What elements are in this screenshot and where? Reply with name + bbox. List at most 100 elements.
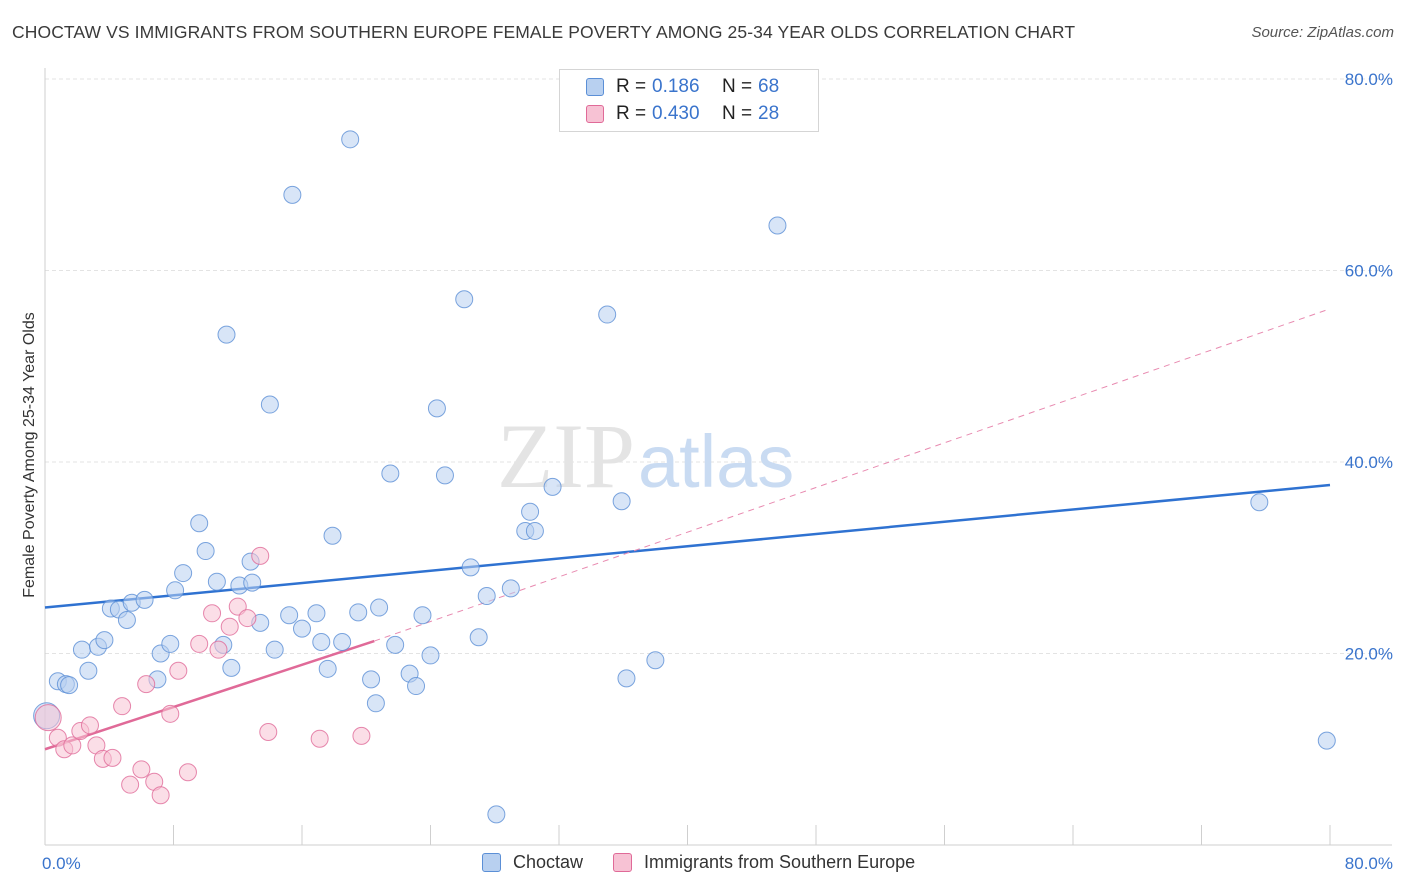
choctaw-point-48 xyxy=(421,646,440,665)
choctaw-point-46 xyxy=(407,677,426,696)
choctaw-swatch xyxy=(586,78,604,96)
immigrants-point-21 xyxy=(220,617,239,636)
immigrants-point-16 xyxy=(169,661,188,680)
choctaw-point-17 xyxy=(174,564,193,583)
immigrants-point-20 xyxy=(209,640,228,659)
x-tick-label-max: 80.0% xyxy=(1345,854,1393,873)
y-tick-label-40: 40.0% xyxy=(1345,453,1393,472)
choctaw-n-value: 68 xyxy=(758,76,780,97)
immigrants-point-10 xyxy=(121,775,140,794)
immigrants-point-3 xyxy=(63,736,82,755)
choctaw-point-65 xyxy=(768,216,787,235)
choctaw-legend-swatch xyxy=(482,853,501,872)
choctaw-point-40 xyxy=(362,670,381,689)
y-tick-label-60: 60.0% xyxy=(1345,262,1393,281)
chart-title: CHOCTAW VS IMMIGRANTS FROM SOUTHERN EURO… xyxy=(12,22,1076,42)
choctaw-point-30 xyxy=(280,606,299,625)
immigrants-legend-swatch xyxy=(613,853,633,872)
watermark: ZIP atlas xyxy=(497,405,794,507)
choctaw-n-label: N = xyxy=(722,76,753,97)
choctaw-point-43 xyxy=(381,464,400,483)
watermark-atlas: atlas xyxy=(638,420,794,503)
choctaw-point-62 xyxy=(612,492,631,511)
choctaw-point-28 xyxy=(260,395,279,414)
source-label: Source: ZipAtlas.com xyxy=(1251,24,1394,41)
immigrants-point-25 xyxy=(259,723,278,742)
choctaw-point-52 xyxy=(461,558,480,577)
choctaw-point-35 xyxy=(318,659,337,678)
choctaw-point-61 xyxy=(598,305,617,324)
y-tick-label-20: 20.0% xyxy=(1345,645,1393,664)
choctaw-point-23 xyxy=(222,658,241,677)
choctaw-point-19 xyxy=(196,542,215,561)
immigrants-points xyxy=(34,546,371,805)
choctaw-point-32 xyxy=(307,604,326,623)
choctaw-point-56 xyxy=(501,579,520,598)
choctaw-point-37 xyxy=(333,633,352,652)
legend-item-choctaw: Choctaw xyxy=(482,852,583,873)
choctaw-point-7 xyxy=(95,631,114,650)
immigrants-point-24 xyxy=(251,546,270,565)
legend-row-immigrants: R = 0.430 N = 28 xyxy=(586,102,779,126)
choctaw-point-67 xyxy=(1317,731,1336,750)
immigrants-point-9 xyxy=(113,697,132,716)
correlation-legend: R = 0.186 N = 68 R = 0.430 N = 28 xyxy=(559,69,819,132)
choctaw-point-47 xyxy=(413,606,432,625)
immigrants-point-19 xyxy=(203,604,222,623)
immigrants-point-15 xyxy=(161,704,180,723)
choctaw-point-20 xyxy=(207,572,226,591)
immigrants-point-11 xyxy=(132,760,151,779)
choctaw-point-49 xyxy=(427,399,446,418)
choctaw-point-41 xyxy=(366,694,385,713)
choctaw-point-38 xyxy=(341,130,360,149)
immigrants-point-22 xyxy=(228,597,247,616)
choctaw-point-3 xyxy=(60,676,79,695)
choctaw-point-51 xyxy=(455,290,474,309)
immigrants-point-18 xyxy=(190,634,209,653)
choctaw-point-15 xyxy=(161,634,180,653)
series-legend: Choctaw Immigrants from Southern Europe xyxy=(482,852,945,873)
immigrants-n-value: 28 xyxy=(758,103,780,124)
choctaw-point-4 xyxy=(72,640,91,659)
choctaw-point-59 xyxy=(525,521,544,540)
choctaw-point-58 xyxy=(521,502,540,521)
immigrants-point-23 xyxy=(238,609,257,628)
choctaw-point-63 xyxy=(617,669,636,688)
choctaw-point-22 xyxy=(217,325,236,344)
x-tick-label-min: 0.0% xyxy=(42,854,81,873)
immigrants-r-value: 0.430 xyxy=(652,103,700,124)
choctaw-legend-label: Choctaw xyxy=(513,852,584,872)
choctaw-point-66 xyxy=(1250,493,1269,512)
choctaw-point-10 xyxy=(117,610,136,629)
axes xyxy=(44,68,1392,846)
choctaw-point-44 xyxy=(386,635,405,654)
choctaw-point-5 xyxy=(79,661,98,680)
immigrants-point-8 xyxy=(103,748,122,767)
y-tick-label-80: 80.0% xyxy=(1345,70,1393,89)
choctaw-point-18 xyxy=(190,514,209,533)
choctaw-point-64 xyxy=(646,651,665,670)
immigrants-n-label: N = xyxy=(722,103,753,124)
choctaw-r-label: R = xyxy=(616,76,647,97)
choctaw-point-31 xyxy=(293,619,311,638)
immigrants-point-14 xyxy=(151,786,170,805)
immigrants-point-26 xyxy=(310,729,329,748)
immigrants-r-label: R = xyxy=(616,103,647,124)
immigrants-point-12 xyxy=(137,675,156,694)
choctaw-point-50 xyxy=(435,466,454,485)
legend-item-immigrants: Immigrants from Southern Europe xyxy=(613,852,915,873)
tick-labels: 20.0% 40.0% 60.0% 80.0% 0.0% 80.0% xyxy=(42,70,1393,873)
immigrants-trendline xyxy=(44,639,375,751)
choctaw-point-26 xyxy=(243,573,262,592)
choctaw-r-value: 0.186 xyxy=(652,76,700,97)
immigrants-point-0 xyxy=(34,704,62,732)
choctaw-point-42 xyxy=(370,598,389,617)
watermark-zip: ZIP xyxy=(497,405,635,507)
choctaw-point-34 xyxy=(283,185,302,204)
choctaw-point-60 xyxy=(543,477,562,496)
immigrants-point-17 xyxy=(178,763,197,782)
choctaw-point-12 xyxy=(135,590,154,609)
choctaw-point-53 xyxy=(469,628,488,647)
immigrants-swatch xyxy=(586,105,604,123)
